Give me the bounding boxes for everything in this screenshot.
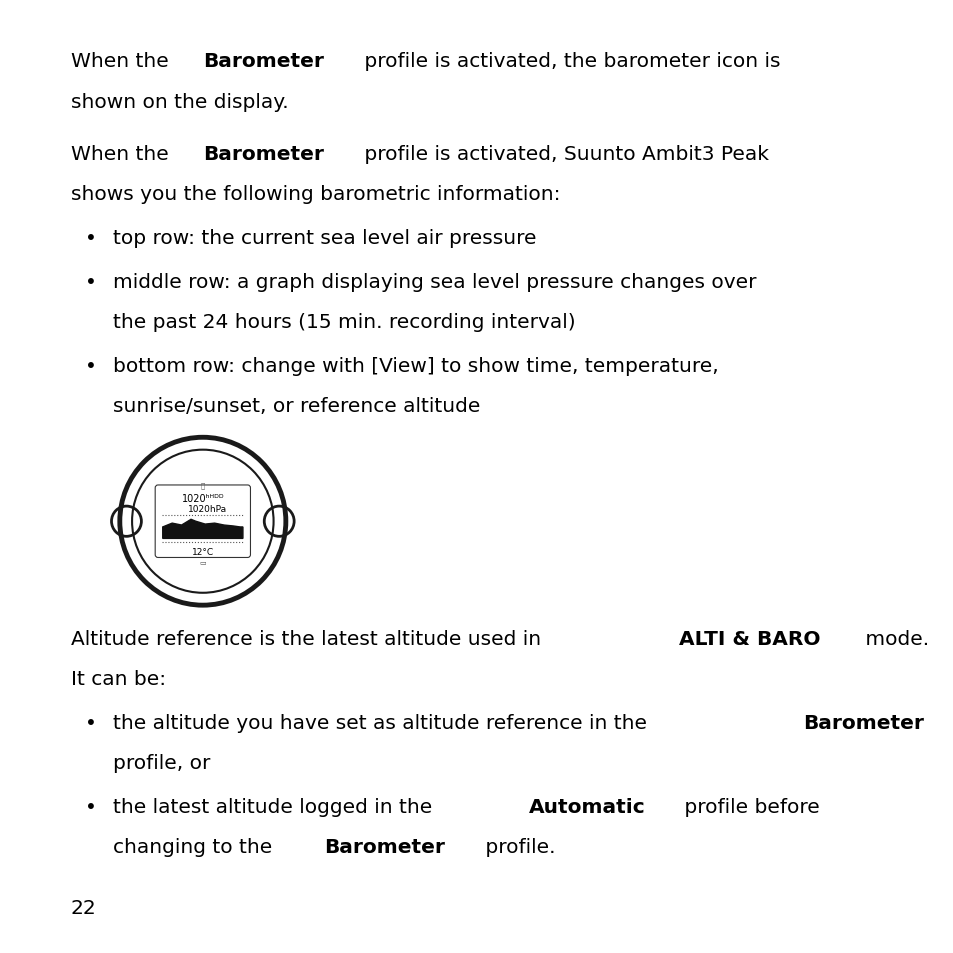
Text: middle row: a graph displaying sea level pressure changes over: middle row: a graph displaying sea level…	[113, 273, 756, 292]
Text: Barometer: Barometer	[801, 714, 923, 733]
Text: ALTI & BARO: ALTI & BARO	[678, 629, 820, 648]
Text: 22: 22	[71, 898, 96, 917]
Text: ▭: ▭	[199, 558, 206, 565]
Text: •: •	[85, 356, 96, 375]
Text: profile is activated, Suunto Ambit3 Peak: profile is activated, Suunto Ambit3 Peak	[357, 145, 768, 164]
Text: sunrise/sunset, or reference altitude: sunrise/sunset, or reference altitude	[113, 396, 480, 416]
Text: 1020ʰᴴᴰᴰ: 1020ʰᴴᴰᴰ	[181, 493, 224, 503]
FancyBboxPatch shape	[155, 485, 251, 558]
Text: 1020hPa: 1020hPa	[188, 504, 227, 514]
Text: 12°C: 12°C	[192, 547, 213, 557]
Polygon shape	[163, 519, 243, 538]
Text: profile is activated, the barometer icon is: profile is activated, the barometer icon…	[357, 52, 780, 71]
Text: the latest altitude logged in the: the latest altitude logged in the	[113, 798, 438, 817]
Text: Barometer: Barometer	[203, 52, 324, 71]
Text: It can be:: It can be:	[71, 669, 166, 688]
Text: When the: When the	[71, 52, 174, 71]
Text: profile before: profile before	[677, 798, 819, 817]
Text: Automatic: Automatic	[528, 798, 645, 817]
Text: the past 24 hours (15 min. recording interval): the past 24 hours (15 min. recording int…	[113, 313, 576, 332]
Text: Altitude reference is the latest altitude used in: Altitude reference is the latest altitud…	[71, 629, 547, 648]
Text: shown on the display.: shown on the display.	[71, 92, 288, 112]
Text: •: •	[85, 798, 96, 817]
Text: When the: When the	[71, 145, 174, 164]
Text: profile, or: profile, or	[113, 754, 211, 773]
Text: •: •	[85, 229, 96, 248]
Text: mode.: mode.	[859, 629, 928, 648]
Text: the altitude you have set as altitude reference in the: the altitude you have set as altitude re…	[113, 714, 653, 733]
Text: •: •	[85, 714, 96, 733]
Text: Barometer: Barometer	[203, 145, 324, 164]
Text: profile.: profile.	[478, 838, 555, 857]
Text: bottom row: change with [View] to show time, temperature,: bottom row: change with [View] to show t…	[113, 356, 719, 375]
Text: changing to the: changing to the	[113, 838, 278, 857]
Text: shows you the following barometric information:: shows you the following barometric infor…	[71, 185, 559, 204]
Text: Barometer: Barometer	[324, 838, 445, 857]
Text: ⎙: ⎙	[200, 482, 205, 489]
Text: top row: the current sea level air pressure: top row: the current sea level air press…	[113, 229, 537, 248]
Text: •: •	[85, 273, 96, 292]
